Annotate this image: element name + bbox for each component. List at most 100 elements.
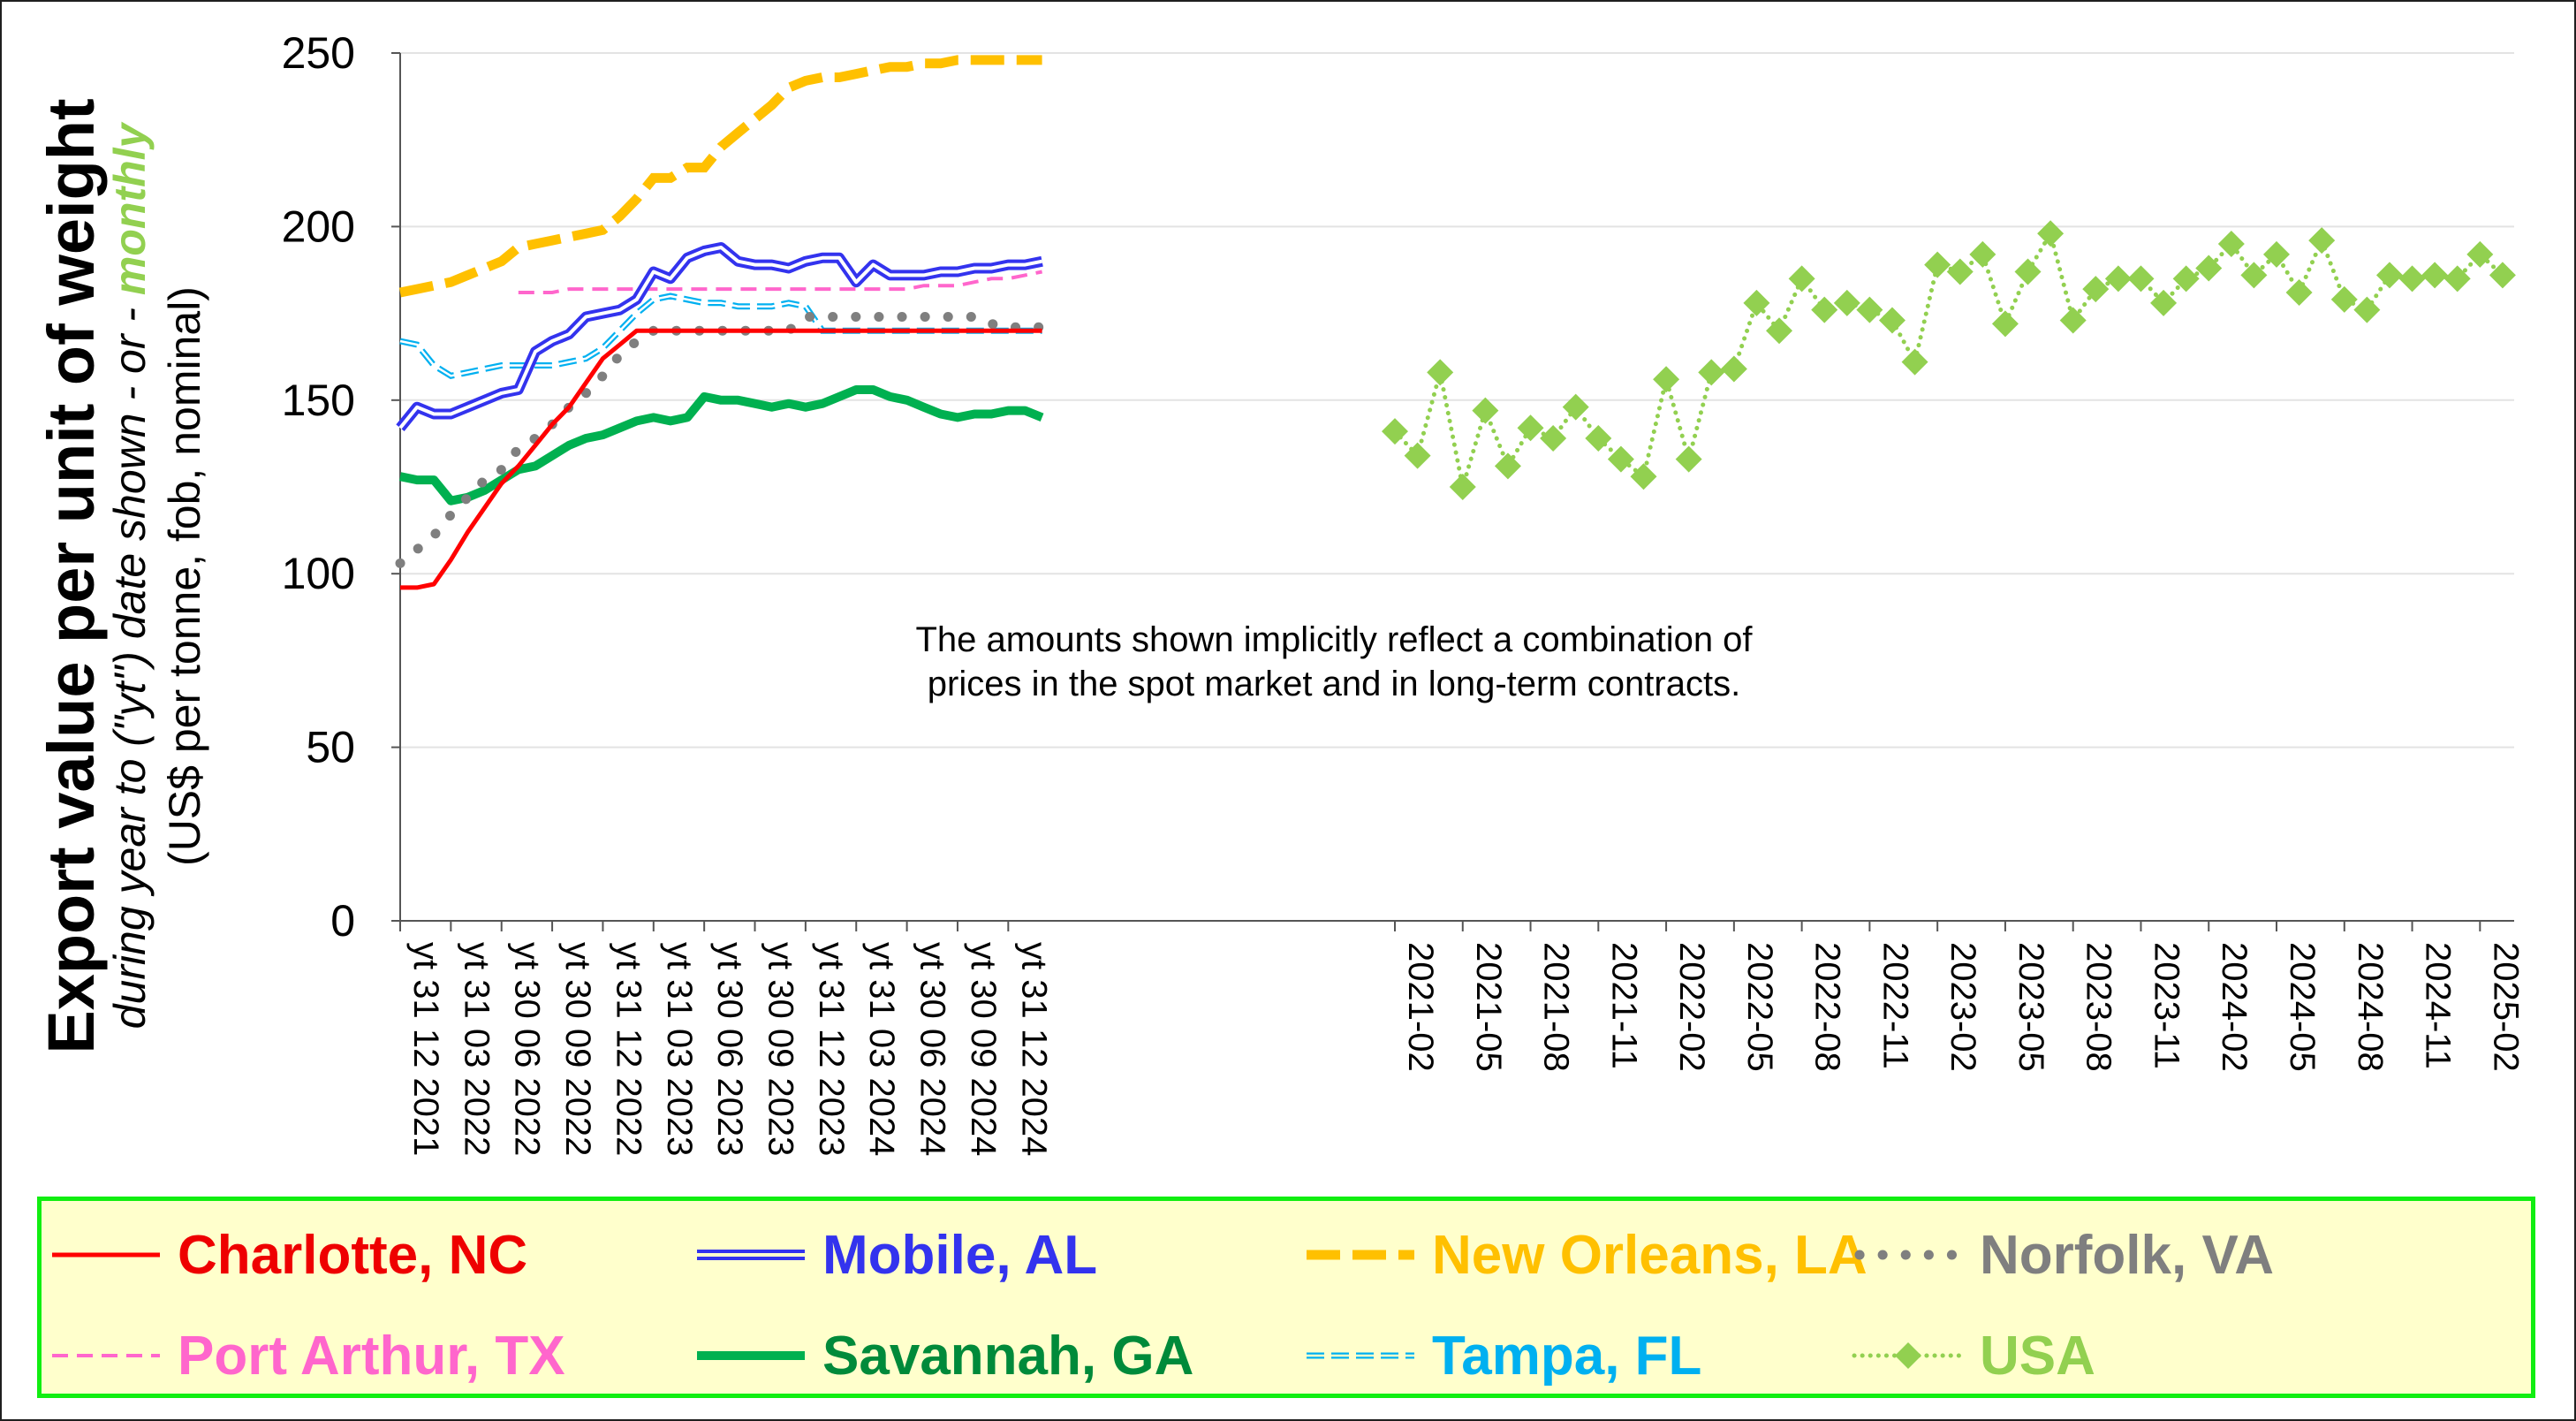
x-tick-label: 2021-02 [1401, 942, 1440, 1072]
data-point-marker [1991, 310, 2019, 338]
data-point-marker [1878, 307, 1905, 334]
y-tick-label: 200 [282, 201, 355, 251]
data-point-marker [1901, 348, 1928, 376]
data-point-marker [2014, 258, 2042, 285]
legend-label: Charlotte, NC [178, 1224, 528, 1286]
legend-label: USA [1980, 1325, 2095, 1387]
data-point-marker [2308, 227, 2336, 255]
annotation-line-2: prices in the spot market and in long-te… [928, 665, 1740, 703]
x-tick-label: 2023-11 [2147, 942, 2186, 1069]
legend-item-usa: USA [1851, 1316, 2095, 1395]
series-savannah-ga [398, 385, 1044, 505]
y-axis-subtitle-accent: monthly [105, 121, 155, 295]
data-point-marker [1743, 289, 1770, 316]
x-tick-label: 2021-08 [1537, 942, 1576, 1072]
x-tick-label: 2023-08 [2080, 942, 2118, 1072]
y-axis-units: (US$ per tonne, fob, nominal) [160, 286, 209, 866]
data-point-marker [2421, 262, 2449, 289]
x-tick-label: yt 31 03 2024 [862, 942, 901, 1156]
x-tick-label: yt 30 09 2023 [761, 942, 800, 1156]
series-line [399, 293, 1042, 380]
data-point-marker [1630, 463, 1657, 490]
data-point-marker [2240, 262, 2268, 289]
y-axis-subtitle-text: during year to ("yt") date shown - or - [105, 295, 155, 1029]
legend-label: Tampa, FL [1432, 1325, 1702, 1387]
legend-label: Savannah, GA [822, 1325, 1194, 1387]
y-tick-label: 150 [282, 376, 355, 425]
legend-item-savannah-ga: Savannah, GA [693, 1316, 1193, 1395]
data-point-marker [1540, 425, 1567, 452]
legend-swatch [52, 1252, 160, 1258]
data-point-marker [1946, 258, 1974, 285]
x-tick-label: 2022-11 [1875, 942, 1914, 1069]
data-point-marker [1653, 366, 1680, 393]
data-point-marker [1924, 251, 1951, 278]
data-point-marker [1494, 452, 1521, 480]
legend-swatch-marker [1895, 1342, 1921, 1369]
data-point-marker [2082, 276, 2110, 303]
x-tick-label: 2022-02 [1672, 942, 1711, 1072]
data-point-marker [1517, 414, 1544, 442]
x-tick-label: yt 31 12 2023 [812, 942, 851, 1156]
x-tick-label: yt 31 12 2021 [406, 942, 445, 1156]
y-tick-label: 50 [306, 723, 355, 772]
y-axis-subtitle: during year to ("yt") date shown - or - … [105, 121, 155, 1029]
series-line-inner [398, 246, 1042, 429]
data-point-marker [2353, 296, 2381, 323]
data-point-marker [2104, 265, 2132, 293]
data-point-marker [2037, 220, 2065, 247]
x-tick-label: 2024-02 [2215, 942, 2254, 1072]
legend-swatch [697, 1351, 805, 1360]
data-point-marker [1562, 393, 1589, 421]
legend-item-port-arthur-tx: Port Arthur, TX [49, 1316, 565, 1395]
data-point-marker [1472, 397, 1499, 424]
data-point-marker [1766, 317, 1793, 345]
x-tick-label: yt 30 09 2024 [964, 942, 1003, 1156]
legend-swatch [1854, 1250, 1966, 1260]
data-point-marker [1427, 359, 1454, 386]
x-tick-label: 2024-08 [2351, 942, 2390, 1072]
x-tick-label: 2025-02 [2486, 942, 2525, 1072]
y-axis-title: Export value per unit of weight [34, 98, 108, 1053]
data-point-marker [1585, 425, 1612, 452]
data-point-marker [2466, 240, 2494, 268]
x-tick-label: yt 31 03 2022 [457, 942, 496, 1156]
y-tick-label: 0 [330, 896, 355, 946]
legend-item-tampa-fl: Tampa, FL [1303, 1316, 1701, 1395]
series-line [518, 270, 1042, 294]
legend-swatch [52, 1354, 160, 1357]
data-point-marker [2285, 279, 2313, 307]
series-line [400, 328, 1042, 590]
data-point-marker [1449, 474, 1476, 500]
data-point-marker [2375, 262, 2403, 289]
data-point-marker [2398, 265, 2426, 293]
series-usa [1382, 220, 2516, 500]
series-line [398, 385, 1044, 505]
x-tick-label: yt 30 06 2023 [710, 942, 749, 1156]
legend-label: New Orleans, LA [1432, 1224, 1868, 1286]
x-tick-label: yt 30 06 2022 [508, 942, 547, 1156]
x-tick-label: yt 31 03 2023 [660, 942, 699, 1156]
data-point-marker [1788, 265, 1815, 293]
data-point-marker [2059, 307, 2087, 334]
legend-item-charlotte-nc: Charlotte, NC [49, 1215, 527, 1295]
data-point-marker [1720, 355, 1747, 383]
legend-label: Port Arthur, TX [178, 1325, 565, 1387]
legend-item-mobile-al: Mobile, AL [693, 1215, 1097, 1295]
series-mobile-al [396, 242, 1043, 431]
data-point-marker [2263, 240, 2291, 268]
data-point-marker [1811, 296, 1838, 323]
data-point-marker [1404, 442, 1431, 469]
legend-swatch [1307, 1250, 1414, 1260]
series-line [395, 312, 1048, 568]
legend-item-new-orleans-la: New Orleans, LA [1303, 1215, 1868, 1295]
x-tick-label: yt 31 12 2024 [1014, 942, 1053, 1156]
data-point-marker [1698, 359, 1725, 386]
data-point-marker [1833, 289, 1860, 316]
y-tick-label: 250 [282, 28, 355, 78]
chart-canvas: Export value per unit of weight during y… [34, 28, 2525, 1156]
data-point-marker [1675, 445, 1702, 473]
series-lines [395, 55, 2516, 590]
x-tick-labels: yt 31 12 2021 yt 31 03 2022 yt 30 06 2022 y… [406, 942, 2525, 1156]
x-tick-label: 2023-05 [2012, 942, 2050, 1072]
